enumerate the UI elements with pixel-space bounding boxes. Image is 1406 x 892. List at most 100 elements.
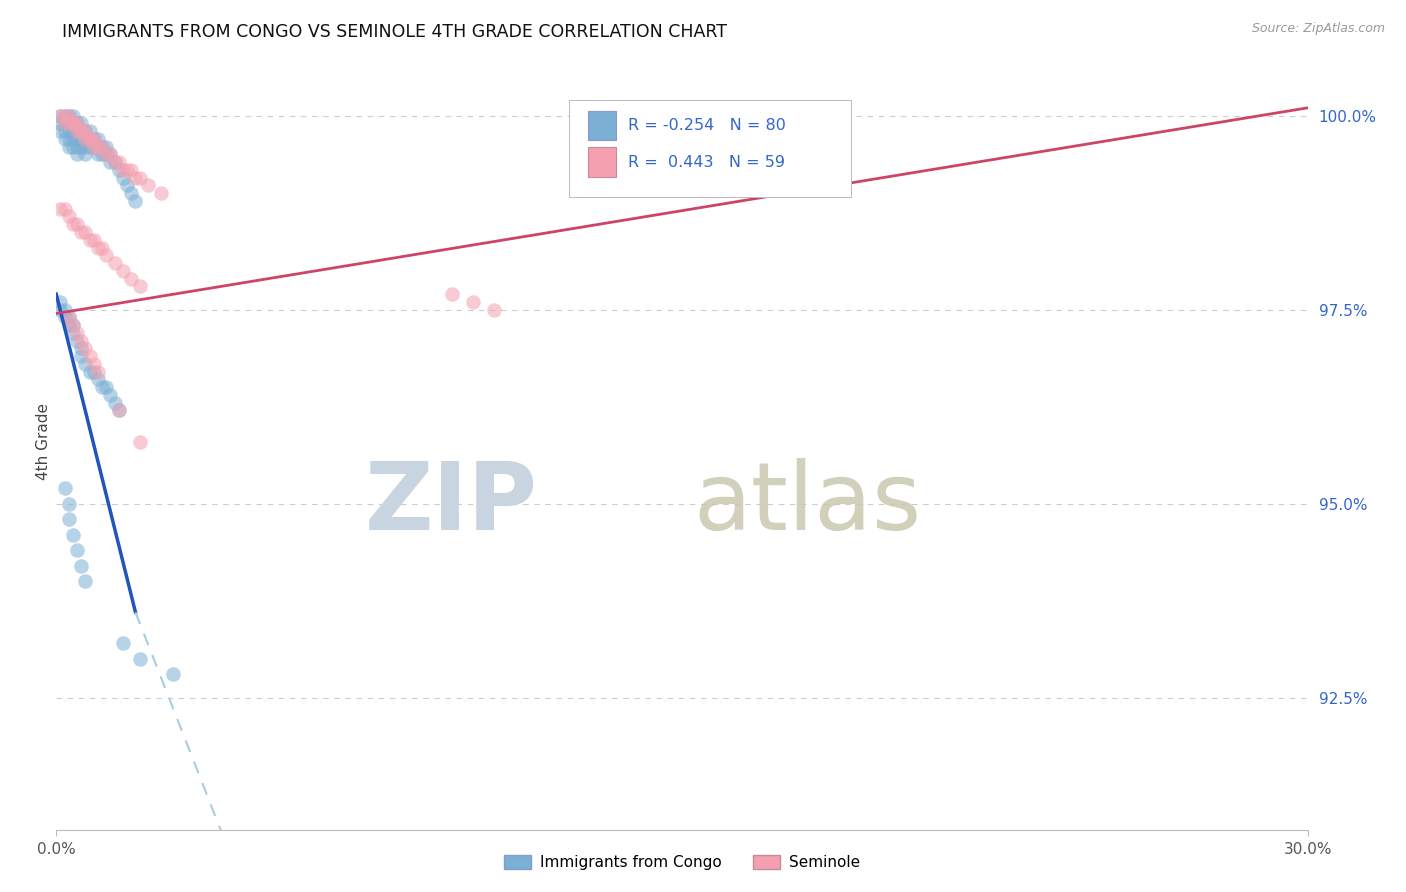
Point <box>79 132 101 146</box>
Point <box>100 388 122 402</box>
Point <box>53 109 76 123</box>
Point <box>83 233 105 247</box>
Point <box>87 372 110 386</box>
Point <box>83 139 105 153</box>
Point <box>62 139 84 153</box>
Point <box>96 147 118 161</box>
Point <box>96 147 118 161</box>
Point <box>62 318 84 333</box>
Point <box>87 132 110 146</box>
Point <box>104 155 127 169</box>
Point <box>83 365 105 379</box>
Point <box>104 395 127 409</box>
Point <box>70 342 93 356</box>
Point <box>66 139 89 153</box>
Point <box>49 202 72 216</box>
Point <box>66 543 89 558</box>
Point <box>75 124 97 138</box>
Point <box>62 109 84 123</box>
Point <box>87 365 110 379</box>
Point <box>53 116 76 130</box>
Point <box>62 217 84 231</box>
Point <box>104 155 127 169</box>
Point <box>79 233 101 247</box>
Point <box>49 116 72 130</box>
Point <box>66 116 89 130</box>
Point <box>79 124 101 138</box>
Text: R = -0.254   N = 80: R = -0.254 N = 80 <box>628 119 786 133</box>
Point <box>49 109 72 123</box>
Point <box>91 139 114 153</box>
Point <box>87 240 110 254</box>
Point <box>100 147 122 161</box>
Point <box>79 132 101 146</box>
Point <box>53 481 76 495</box>
FancyBboxPatch shape <box>588 147 616 177</box>
Point <box>75 342 97 356</box>
Point <box>115 178 138 193</box>
Point <box>128 170 150 185</box>
Point <box>136 178 159 193</box>
Point <box>124 170 146 185</box>
Point <box>62 132 84 146</box>
Point <box>87 139 110 153</box>
Point <box>62 326 84 340</box>
Point <box>91 139 114 153</box>
Point <box>53 302 76 317</box>
Point <box>75 574 97 589</box>
Point <box>484 302 506 317</box>
Point <box>79 349 101 363</box>
Point <box>75 139 97 153</box>
Point <box>83 132 105 146</box>
Point <box>108 403 131 417</box>
Point <box>124 194 146 208</box>
Point <box>66 116 89 130</box>
Point <box>91 240 114 254</box>
Point <box>58 109 80 123</box>
Text: atlas: atlas <box>693 458 921 549</box>
Point <box>75 147 97 161</box>
Point <box>66 326 89 340</box>
Point <box>58 139 80 153</box>
Point <box>62 318 84 333</box>
Point <box>70 124 93 138</box>
Point <box>108 403 131 417</box>
Point <box>70 349 93 363</box>
Point <box>111 170 134 185</box>
Point <box>58 116 80 130</box>
Point <box>70 558 93 573</box>
Point <box>87 139 110 153</box>
Point <box>70 124 93 138</box>
Point <box>53 202 76 216</box>
Text: IMMIGRANTS FROM CONGO VS SEMINOLE 4TH GRADE CORRELATION CHART: IMMIGRANTS FROM CONGO VS SEMINOLE 4TH GR… <box>62 23 727 41</box>
Point <box>58 210 80 224</box>
Point <box>111 636 134 650</box>
Point <box>70 225 93 239</box>
Point <box>70 139 93 153</box>
Point <box>49 294 72 309</box>
Point <box>100 155 122 169</box>
Point <box>75 132 97 146</box>
Point <box>66 217 89 231</box>
Point <box>128 434 150 449</box>
Text: ZIP: ZIP <box>366 458 538 549</box>
Point <box>75 357 97 371</box>
Point <box>49 109 72 123</box>
Point <box>91 147 114 161</box>
Text: R =  0.443   N = 59: R = 0.443 N = 59 <box>628 154 785 169</box>
Point <box>49 302 72 317</box>
Point <box>120 186 142 201</box>
Point <box>83 132 105 146</box>
Point <box>62 124 84 138</box>
Point <box>58 116 80 130</box>
Point <box>463 294 485 309</box>
Point <box>58 310 80 325</box>
Point <box>62 116 84 130</box>
Point <box>115 162 138 177</box>
Legend: Immigrants from Congo, Seminole: Immigrants from Congo, Seminole <box>498 849 866 876</box>
Point <box>58 310 80 325</box>
Point <box>70 116 93 130</box>
Point <box>70 132 93 146</box>
Point <box>128 279 150 293</box>
Point <box>58 132 80 146</box>
